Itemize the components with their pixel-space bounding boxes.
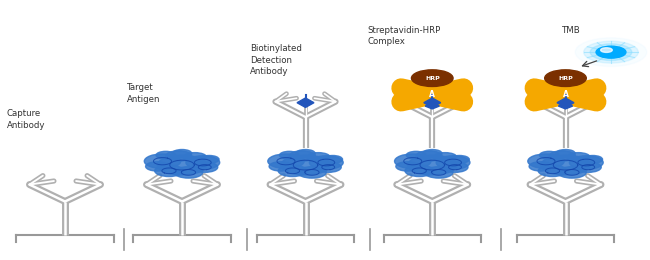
Circle shape [144, 154, 181, 168]
Circle shape [307, 153, 330, 162]
Circle shape [583, 155, 603, 163]
Text: HRP: HRP [558, 76, 573, 81]
Text: HRP: HRP [425, 76, 439, 81]
Text: Target
Antigen: Target Antigen [127, 83, 161, 104]
Circle shape [200, 155, 219, 163]
Circle shape [584, 41, 638, 63]
Circle shape [281, 155, 330, 175]
Circle shape [442, 162, 468, 172]
Circle shape [406, 151, 426, 159]
Circle shape [278, 165, 307, 177]
Circle shape [323, 155, 343, 163]
Circle shape [424, 167, 453, 178]
Circle shape [174, 167, 203, 178]
Circle shape [280, 151, 299, 159]
Circle shape [268, 154, 304, 168]
Circle shape [545, 70, 586, 87]
Circle shape [146, 162, 169, 171]
Circle shape [601, 48, 612, 53]
Text: A: A [562, 90, 569, 99]
Polygon shape [558, 103, 573, 109]
Circle shape [186, 156, 220, 169]
Text: Biotinylated
Detection
Antibody: Biotinylated Detection Antibody [250, 44, 302, 76]
Circle shape [540, 151, 559, 159]
Text: TMB: TMB [562, 26, 581, 35]
Circle shape [405, 165, 434, 177]
Circle shape [416, 151, 442, 161]
Circle shape [289, 151, 315, 161]
Circle shape [315, 162, 341, 172]
Circle shape [157, 155, 207, 175]
Polygon shape [424, 98, 441, 107]
Circle shape [183, 153, 207, 162]
Polygon shape [425, 103, 439, 109]
Text: Streptavidin-HRP
Complex: Streptavidin-HRP Complex [367, 26, 441, 47]
Circle shape [422, 150, 442, 157]
Circle shape [155, 165, 183, 177]
Circle shape [596, 46, 626, 58]
Circle shape [172, 150, 192, 157]
Circle shape [296, 150, 315, 157]
Circle shape [436, 156, 470, 169]
Circle shape [528, 154, 564, 168]
Circle shape [395, 154, 431, 168]
Text: Capture
Antibody: Capture Antibody [6, 109, 45, 130]
Circle shape [396, 162, 419, 171]
Circle shape [556, 150, 575, 157]
Circle shape [569, 156, 603, 169]
Circle shape [558, 167, 586, 178]
Circle shape [166, 151, 192, 161]
Circle shape [590, 44, 632, 61]
Circle shape [309, 156, 343, 169]
Circle shape [298, 167, 326, 178]
Circle shape [538, 165, 567, 177]
Circle shape [269, 162, 292, 171]
Circle shape [549, 151, 575, 161]
Circle shape [529, 162, 552, 171]
Text: A: A [429, 90, 436, 99]
Circle shape [450, 155, 469, 163]
Polygon shape [557, 98, 574, 107]
Circle shape [541, 155, 590, 175]
Circle shape [411, 70, 453, 87]
Circle shape [575, 162, 601, 172]
Circle shape [408, 155, 457, 175]
Circle shape [434, 153, 457, 162]
Circle shape [567, 153, 590, 162]
Circle shape [192, 162, 218, 172]
Polygon shape [297, 98, 314, 107]
Circle shape [575, 38, 647, 67]
Circle shape [156, 151, 176, 159]
